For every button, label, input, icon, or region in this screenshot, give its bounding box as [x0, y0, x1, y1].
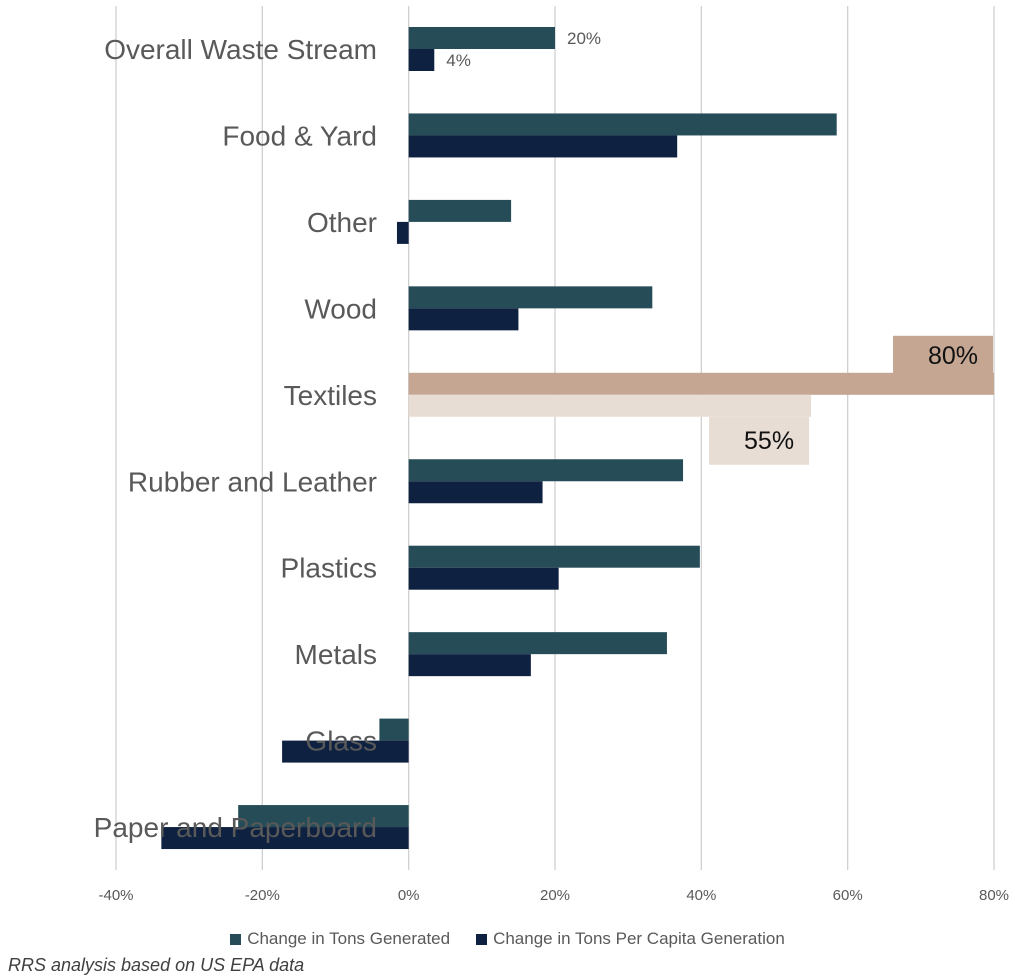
- bar-textiles-per-capita: [408, 394, 812, 417]
- data-label: 20%: [567, 29, 601, 48]
- x-tick-label: 60%: [833, 887, 863, 904]
- bar-glass-tons: [379, 718, 409, 741]
- bar-other-per-capita: [396, 221, 409, 244]
- bar-wood-tons: [408, 286, 653, 309]
- bar-other-tons: [408, 199, 512, 222]
- bar-rubber-and-leather-per-capita: [408, 481, 543, 504]
- bar-overall-waste-stream-tons: [408, 27, 555, 49]
- legend-item-tons: Change in Tons Generated: [230, 929, 450, 949]
- bar-glass-per-capita: [282, 740, 409, 763]
- bar-textiles-tons: [408, 372, 995, 395]
- category-label-wood: Wood: [304, 293, 377, 324]
- bar-plastics-per-capita: [408, 567, 559, 590]
- legend-item-per-capita: Change in Tons Per Capita Generation: [476, 929, 785, 949]
- bar-metals-per-capita: [408, 654, 531, 677]
- source-note: RRS analysis based on US EPA data: [8, 955, 305, 975]
- x-tick-labels: -40% -20% 0% 20% 40% 60% 80%: [98, 887, 1009, 904]
- data-label: 4%: [446, 51, 471, 70]
- category-label-plastics: Plastics: [281, 553, 377, 584]
- category-label-paper-and-paperboard: Paper and Paperboard: [94, 812, 377, 843]
- bar-overall-waste-stream-per-capita: [408, 49, 435, 71]
- bar-wood-per-capita: [408, 308, 519, 331]
- callouts: 20% 4% 80% 55%: [446, 29, 993, 465]
- bars: [161, 27, 995, 850]
- legend-label-per-capita: Change in Tons Per Capita Generation: [493, 929, 785, 948]
- category-label-rubber-and-leather: Rubber and Leather: [128, 466, 377, 497]
- category-label-textiles: Textiles: [284, 380, 377, 411]
- legend-swatch-per-capita: [476, 933, 488, 945]
- callout-label-tons: 80%: [928, 342, 978, 370]
- bar-plastics-tons: [408, 545, 700, 568]
- legend-label-tons: Change in Tons Generated: [247, 929, 451, 948]
- x-tick-label: 40%: [686, 887, 716, 904]
- bar-rubber-and-leather-tons: [408, 459, 684, 482]
- category-label-metals: Metals: [295, 639, 377, 670]
- bar-food-and-yard-per-capita: [408, 135, 678, 158]
- x-tick-label: 0%: [398, 887, 420, 904]
- callout-box-per-capita: [709, 416, 810, 465]
- x-tick-label: -40%: [98, 887, 133, 904]
- category-labels: Overall Waste Stream Food & Yard Other Wood…: [94, 34, 377, 843]
- bar-food-and-yard-tons: [408, 113, 837, 136]
- callout-label-per-capita: 55%: [744, 427, 794, 455]
- category-label-other: Other: [307, 207, 377, 238]
- legend: Change in Tons Generated Change in Tons …: [0, 929, 1015, 949]
- x-tick-label: -20%: [245, 887, 280, 904]
- x-tick-label: 20%: [540, 887, 570, 904]
- bar-paper-and-paperboard-tons: [238, 805, 409, 828]
- callout-box-tons: [893, 335, 993, 374]
- bar-chart: 20% 4% 80% 55% Overall Waste Stream Food & Y…: [94, 6, 1009, 904]
- bar-paper-and-paperboard-per-capita: [161, 827, 409, 850]
- category-label-food-and-yard: Food & Yard: [222, 120, 377, 151]
- category-label-overall-waste-stream: Overall Waste Stream: [104, 34, 377, 65]
- x-tick-label: 80%: [979, 887, 1009, 904]
- category-label-glass: Glass: [305, 726, 377, 757]
- bar-metals-tons: [408, 632, 667, 655]
- legend-swatch-tons: [230, 933, 242, 945]
